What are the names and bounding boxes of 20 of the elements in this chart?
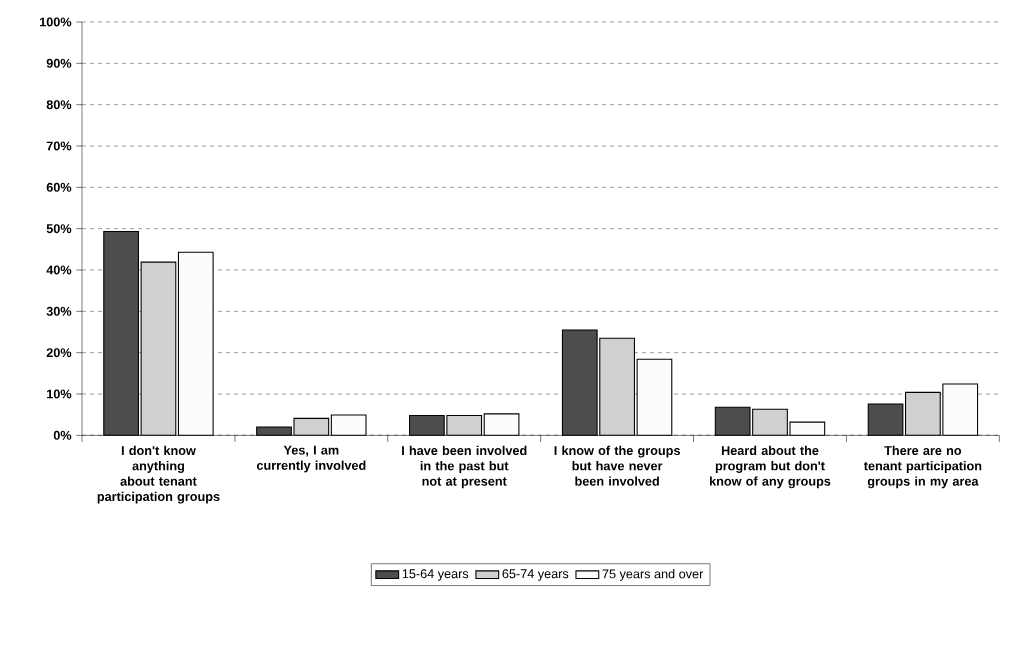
legend-label: 15-64 years (402, 569, 469, 581)
x-tick-label: I have been involved in the past but not at present (402, 445, 527, 489)
legend-label: 65-74 years (502, 569, 569, 581)
y-tick-label: 50% (46, 224, 72, 234)
y-tick-label: 60% (46, 182, 72, 192)
x-tick-label: There are no tenant participation groups in my area (863, 445, 982, 489)
y-tick-label: 100% (40, 17, 72, 27)
legend-label: 75 years and over (602, 569, 704, 581)
x-tick-label: Yes, I am currently involved (256, 445, 366, 473)
x-tick-label: I know of the groups but have never been involved (554, 445, 680, 486)
x-tick-label: I don't know anything about tenant participation groups (97, 445, 220, 504)
y-tick-label: 40% (46, 265, 72, 275)
y-tick-label: 70% (46, 141, 72, 151)
y-tick-label: 30% (46, 306, 72, 316)
y-tick-label: 20% (46, 348, 72, 358)
y-tick-label: 90% (46, 58, 72, 68)
y-tick-label: 10% (47, 389, 72, 399)
y-tick-label: 0% (53, 430, 72, 440)
y-tick-label: 80% (46, 100, 72, 110)
x-tick-label: Heard about the program but don't know of any groups (710, 445, 831, 489)
